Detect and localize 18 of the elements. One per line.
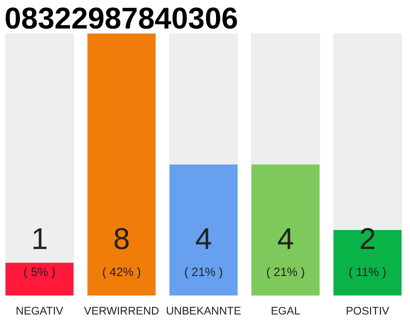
- annotation: ( 21% ): [266, 265, 305, 280]
- bar: [6, 262, 74, 296]
- data-label: 1: [31, 222, 48, 256]
- x-tick-label: EGAL: [270, 306, 300, 318]
- data-label: 2: [359, 222, 376, 256]
- annotation: ( 42% ): [102, 265, 141, 280]
- annotation: ( 21% ): [184, 265, 223, 280]
- data-label: 4: [277, 222, 294, 256]
- annotation: ( 11% ): [348, 265, 386, 280]
- data-label: 8: [113, 222, 130, 256]
- x-tick-label: POSITIV: [346, 306, 390, 318]
- bar: [334, 230, 402, 296]
- x-tick-label: UNBEKANNTE: [166, 306, 242, 318]
- x-tick-label: VERWIRREND: [84, 306, 160, 318]
- x-tick-label: NEGATIV: [16, 306, 64, 318]
- annotation: ( 5% ): [24, 265, 56, 280]
- data-label: 4: [195, 222, 212, 256]
- chart-title: 08322987840306: [4, 2, 238, 36]
